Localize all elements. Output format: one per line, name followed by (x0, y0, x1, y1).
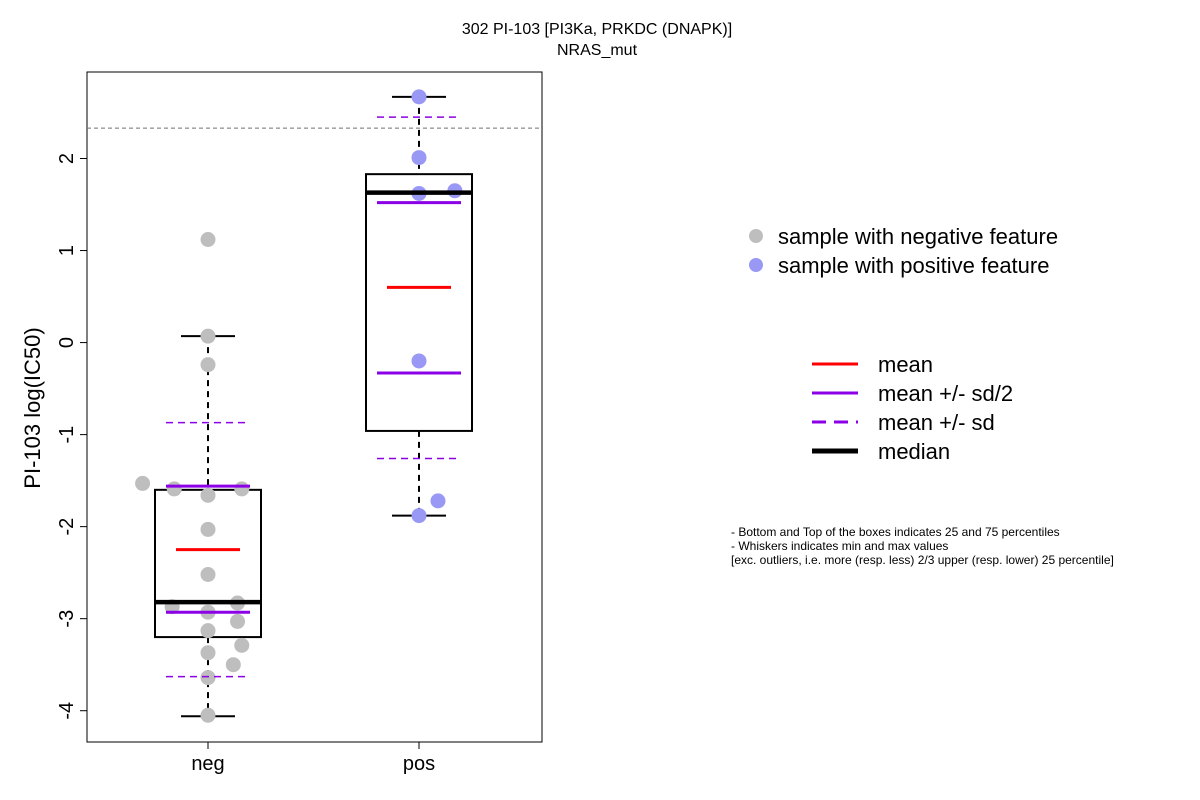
sample-point (225, 657, 241, 673)
group-pos (365, 89, 473, 524)
legend-line-label: mean +/- sd (878, 410, 995, 435)
boxplot-groups (135, 89, 473, 723)
legend-statistics: mean mean +/- sd/2 mean +/- sd median (812, 352, 1013, 464)
chart-title: 302 PI-103 [PI3Ka, PRKDC (DNAPK)] (462, 21, 732, 38)
legend-point-marker (749, 258, 763, 272)
sample-point (234, 481, 250, 497)
sample-point (234, 637, 250, 653)
y-tick-label: -2 (56, 518, 78, 536)
legend-line-label: mean (878, 352, 933, 377)
y-axis: -4 -3 -2 -1 0 1 2 (56, 153, 88, 720)
y-tick-label: -4 (56, 702, 78, 720)
sample-point (411, 89, 427, 105)
sample-point (200, 645, 216, 661)
y-tick-label: 2 (56, 153, 78, 164)
x-tick-label: neg (191, 753, 224, 775)
legend-point-marker (749, 229, 763, 243)
sample-point (200, 521, 216, 537)
sample-point (200, 232, 216, 247)
sample-point (200, 707, 216, 723)
legend-samples: sample with negative feature sample with … (749, 224, 1058, 278)
sample-point (200, 357, 216, 373)
plot-frame (86, 71, 543, 743)
legend-point-label: sample with positive feature (778, 253, 1049, 278)
footnote-line: - Bottom and Top of the boxes indicates … (731, 525, 1060, 539)
iqr-box (365, 173, 473, 432)
legend-line-label: median (878, 439, 950, 464)
sample-point (200, 623, 216, 639)
y-tick-label: -1 (56, 426, 78, 444)
sample-point (230, 613, 246, 629)
y-axis-label: PI-103 log(IC50) (20, 327, 45, 488)
x-tick-label: pos (403, 753, 435, 775)
footnote-line: [exc. outliers, i.e. more (resp. less) 2… (731, 553, 1114, 567)
sample-point (200, 567, 216, 582)
footnote-line: - Whiskers indicates min and max values (731, 539, 948, 553)
sample-point (200, 670, 216, 686)
chart-subtitle: NRAS_mut (557, 42, 638, 59)
x-axis: neg pos (191, 741, 435, 775)
y-tick-label: 0 (56, 337, 78, 348)
sample-point (200, 487, 216, 503)
sample-point (411, 150, 427, 166)
legend-line-label: mean +/- sd/2 (878, 381, 1013, 406)
y-tick-label: -3 (56, 610, 78, 628)
footnotes: - Bottom and Top of the boxes indicates … (731, 525, 1114, 567)
legend-point-label: sample with negative feature (778, 224, 1058, 249)
y-tick-label: 1 (56, 245, 78, 256)
sample-point (166, 481, 182, 497)
sample-point (135, 475, 151, 491)
sample-point (430, 493, 446, 509)
sample-point (411, 353, 427, 369)
group-neg (135, 232, 262, 723)
sample-point (200, 328, 216, 344)
sample-point (411, 508, 427, 524)
